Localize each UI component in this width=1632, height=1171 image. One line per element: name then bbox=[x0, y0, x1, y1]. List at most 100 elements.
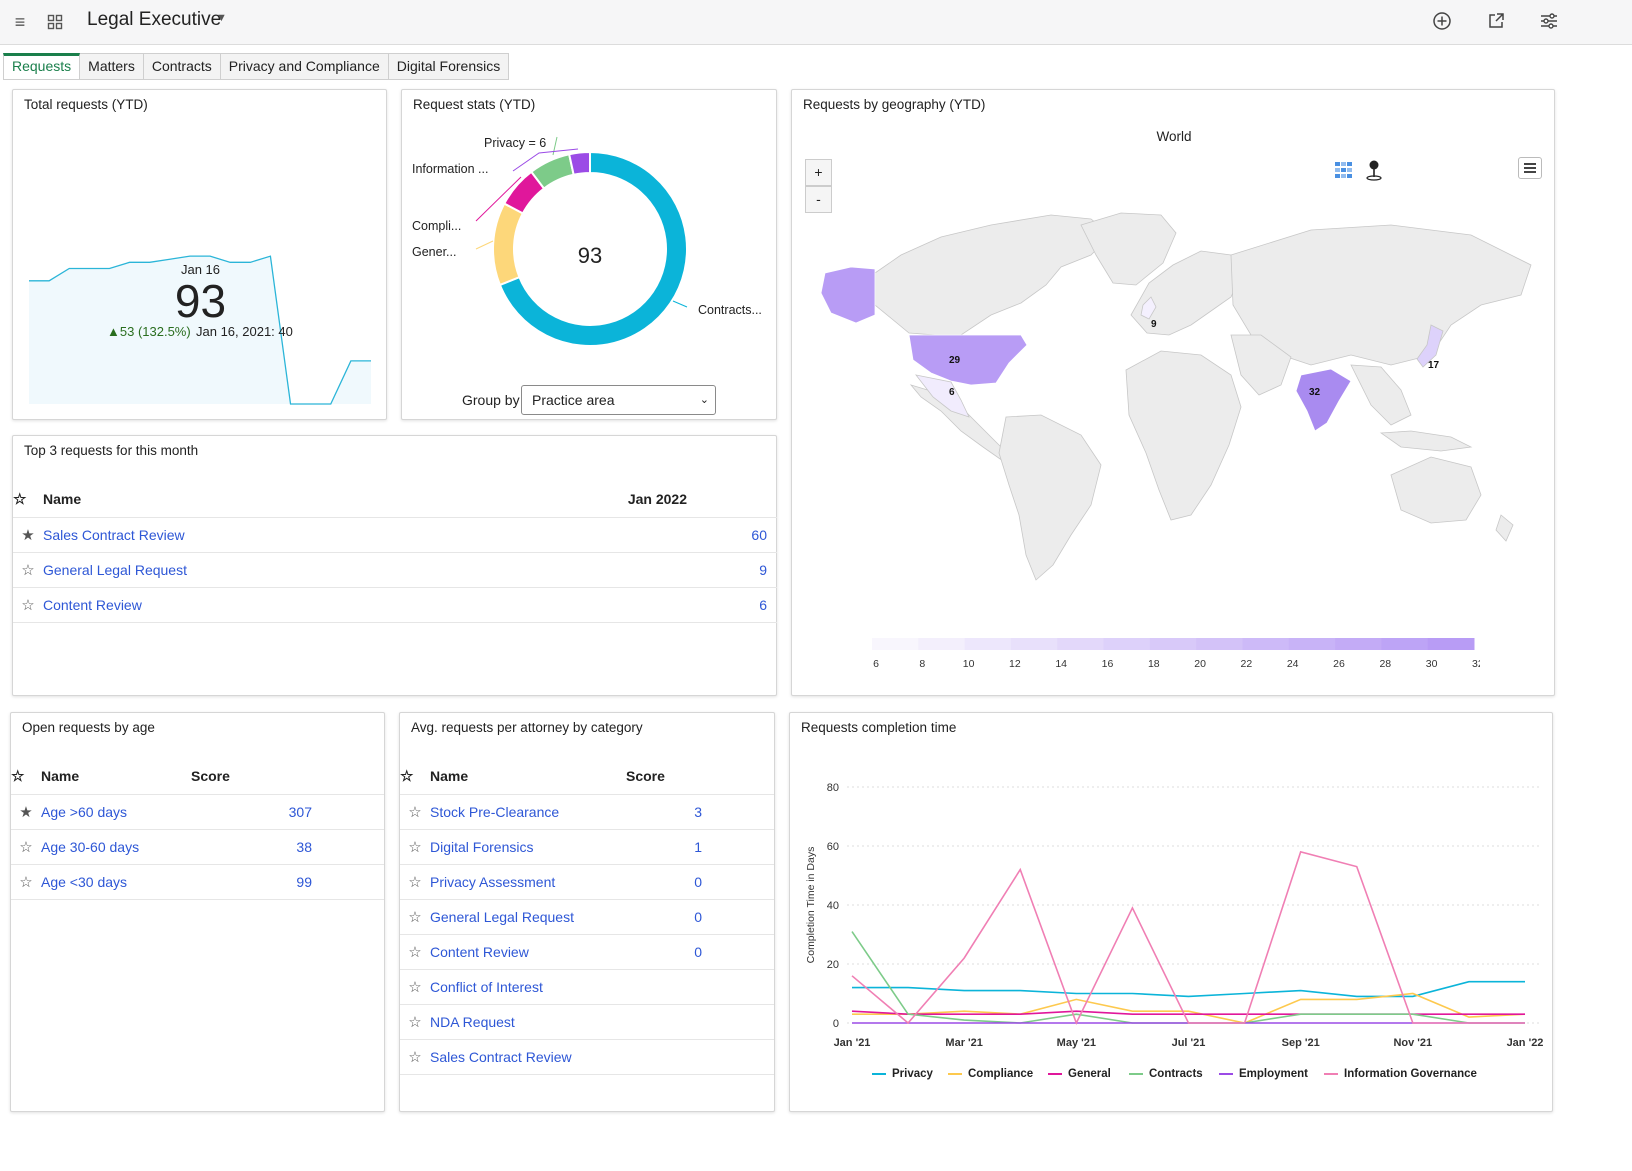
star-outline-icon[interactable]: ☆ bbox=[11, 828, 41, 864]
row-name-link[interactable]: General Legal Request bbox=[430, 898, 626, 934]
table-row[interactable]: ☆ NDA Request bbox=[400, 1003, 774, 1039]
table-row[interactable]: ☆ Conflict of Interest bbox=[400, 968, 774, 1004]
y-axis-label: Completion Time in Days bbox=[805, 847, 817, 964]
row-value[interactable]: 0 bbox=[626, 898, 774, 934]
row-value[interactable]: 0 bbox=[626, 933, 774, 969]
row-name-link[interactable]: Age <30 days bbox=[41, 863, 191, 900]
donut-label-privacy: Privacy = 6 bbox=[484, 136, 547, 150]
row-name-link[interactable]: Sales Contract Review bbox=[43, 516, 404, 552]
table-row[interactable]: ☆ Privacy Assessment 0 bbox=[400, 863, 774, 899]
row-value[interactable]: 6 bbox=[403, 586, 777, 623]
settings-sliders-icon[interactable] bbox=[1538, 11, 1560, 33]
add-icon[interactable] bbox=[1431, 11, 1453, 33]
tab-matters[interactable]: Matters bbox=[80, 53, 144, 80]
table-row[interactable]: ☆ General Legal Request 0 bbox=[400, 898, 774, 934]
top3-table: ☆ Name Jan 2022 ★ Sales Contract Review … bbox=[13, 481, 777, 623]
row-value[interactable] bbox=[626, 968, 774, 1004]
table-row[interactable]: ★ Age >60 days 307 bbox=[11, 793, 384, 829]
column-header-score[interactable]: Score bbox=[626, 767, 665, 784]
completion-time-chart[interactable]: 0 20 40 60 80 Jan '21 Mar '21 May '21 Jul '21 Sep… bbox=[789, 765, 1553, 1065]
zoom-out-button[interactable]: - bbox=[805, 186, 832, 213]
row-name-link[interactable]: Digital Forensics bbox=[430, 828, 626, 864]
dashboard-title[interactable]: Legal Executive bbox=[87, 9, 222, 30]
table-row[interactable]: ☆ General Legal Request 9 bbox=[13, 551, 777, 587]
heatmap-view-icon[interactable] bbox=[1335, 161, 1353, 184]
map-menu-icon[interactable] bbox=[1518, 157, 1542, 179]
star-outline-icon[interactable]: ☆ bbox=[400, 1003, 430, 1039]
row-name-link[interactable]: Content Review bbox=[43, 586, 404, 623]
star-outline-icon[interactable]: ☆ bbox=[11, 767, 25, 785]
row-value[interactable] bbox=[626, 1038, 774, 1075]
legend-item-general[interactable]: General bbox=[1048, 1068, 1111, 1080]
table-row[interactable]: ☆ Sales Contract Review bbox=[400, 1038, 774, 1075]
row-value[interactable]: 307 bbox=[191, 793, 384, 829]
star-outline-icon[interactable]: ☆ bbox=[400, 968, 430, 1004]
legend-item-employment[interactable]: Employment bbox=[1219, 1068, 1308, 1080]
column-header-name[interactable]: Name bbox=[430, 767, 469, 784]
row-value[interactable]: 38 bbox=[191, 828, 384, 864]
star-outline-icon[interactable]: ☆ bbox=[400, 828, 430, 864]
row-name-link[interactable]: Privacy Assessment bbox=[430, 863, 626, 899]
row-name-link[interactable]: General Legal Request bbox=[43, 551, 404, 587]
row-value[interactable] bbox=[626, 1003, 774, 1039]
star-outline-icon[interactable]: ☆ bbox=[400, 767, 414, 785]
tab-requests[interactable]: Requests bbox=[3, 53, 81, 80]
open-by-age-table: ☆ Name Score ★ Age >60 days 307 ☆ Age 30… bbox=[11, 758, 384, 900]
row-name-link[interactable]: Age 30-60 days bbox=[41, 828, 191, 864]
star-outline-icon[interactable]: ☆ bbox=[13, 490, 27, 508]
row-value[interactable]: 1 bbox=[626, 828, 774, 864]
world-map[interactable]: 29 6 32 17 9 bbox=[791, 185, 1555, 605]
table-row[interactable]: ☆ Content Review 6 bbox=[13, 586, 777, 623]
row-value[interactable]: 3 bbox=[626, 793, 774, 829]
table-row[interactable]: ☆ Content Review 0 bbox=[400, 933, 774, 969]
map-country-japan bbox=[1416, 324, 1444, 368]
hamburger-menu-icon[interactable]: ≡ bbox=[14, 12, 26, 32]
row-value[interactable]: 0 bbox=[626, 863, 774, 899]
star-outline-icon[interactable]: ☆ bbox=[400, 933, 430, 969]
zoom-in-button[interactable]: + bbox=[805, 159, 832, 186]
row-name-link[interactable]: NDA Request bbox=[430, 1003, 626, 1039]
star-filled-icon[interactable]: ★ bbox=[11, 793, 41, 829]
row-name-link[interactable]: Sales Contract Review bbox=[430, 1038, 626, 1075]
row-name-link[interactable]: Conflict of Interest bbox=[430, 968, 626, 1004]
star-outline-icon[interactable]: ☆ bbox=[13, 551, 43, 587]
table-row[interactable]: ☆ Digital Forensics 1 bbox=[400, 828, 774, 864]
table-row[interactable]: ☆ Stock Pre-Clearance 3 bbox=[400, 793, 774, 829]
table-row[interactable]: ☆ Age 30-60 days 38 bbox=[11, 828, 384, 864]
donut-chart[interactable] bbox=[401, 89, 777, 389]
row-name-link[interactable]: Age >60 days bbox=[41, 793, 191, 829]
legend-item-contracts[interactable]: Contracts bbox=[1129, 1068, 1203, 1080]
star-outline-icon[interactable]: ☆ bbox=[400, 1038, 430, 1075]
column-header-score[interactable]: Score bbox=[191, 767, 230, 784]
column-header-name[interactable]: Name bbox=[43, 490, 82, 507]
row-value[interactable]: 9 bbox=[403, 551, 777, 587]
star-outline-icon[interactable]: ☆ bbox=[11, 863, 41, 900]
legend-item-information-governance[interactable]: Information Governance bbox=[1324, 1068, 1477, 1080]
sparkline-chart[interactable] bbox=[13, 90, 388, 421]
tab-digital-forensics[interactable]: Digital Forensics bbox=[388, 53, 510, 80]
star-outline-icon[interactable]: ☆ bbox=[400, 898, 430, 934]
chevron-down-icon[interactable]: ▼ bbox=[216, 12, 227, 24]
table-row[interactable]: ☆ Age <30 days 99 bbox=[11, 863, 384, 900]
tab-privacy-and-compliance[interactable]: Privacy and Compliance bbox=[220, 53, 389, 80]
star-outline-icon[interactable]: ☆ bbox=[13, 586, 43, 623]
grid-apps-icon[interactable] bbox=[44, 11, 66, 33]
star-filled-icon[interactable]: ★ bbox=[13, 516, 43, 552]
row-name-link[interactable]: Content Review bbox=[430, 933, 626, 969]
star-outline-icon[interactable]: ☆ bbox=[400, 793, 430, 829]
group-by-select[interactable]: Practice area ⌄ bbox=[521, 385, 716, 415]
tab-contracts[interactable]: Contracts bbox=[143, 53, 221, 80]
column-header-value[interactable]: Jan 2022 bbox=[627, 490, 687, 507]
column-header-name[interactable]: Name bbox=[41, 767, 80, 784]
legend-item-privacy[interactable]: Privacy bbox=[872, 1068, 933, 1080]
legend-item-compliance[interactable]: Compliance bbox=[948, 1068, 1033, 1080]
row-name-link[interactable]: Stock Pre-Clearance bbox=[430, 793, 626, 829]
legend-swatch bbox=[948, 1072, 962, 1075]
row-value[interactable]: 60 bbox=[403, 516, 777, 552]
table-row[interactable]: ★ Sales Contract Review 60 bbox=[13, 516, 777, 552]
share-icon[interactable] bbox=[1485, 11, 1507, 33]
row-value[interactable]: 99 bbox=[191, 863, 384, 900]
star-outline-icon[interactable]: ☆ bbox=[400, 863, 430, 899]
chevron-down-icon: ⌄ bbox=[699, 394, 709, 406]
map-pin-icon[interactable] bbox=[1364, 159, 1384, 186]
